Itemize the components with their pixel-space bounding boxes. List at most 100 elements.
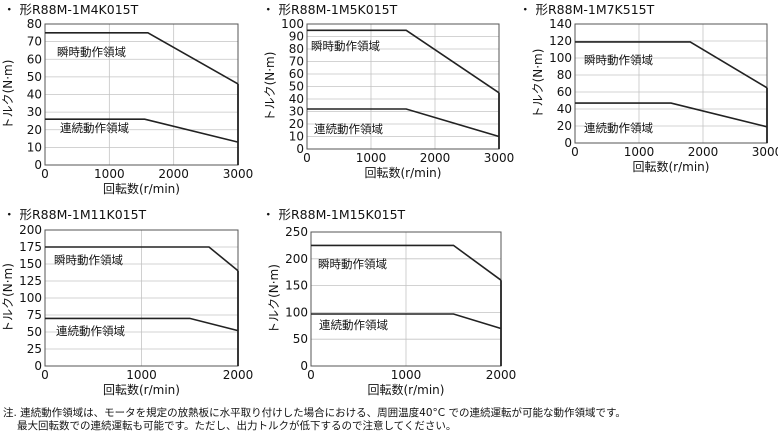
y-tick-label: 0 [296, 142, 304, 156]
x-axis-label: 回転数(r/min) [103, 181, 180, 196]
chart-5: ・ 形R88M-1M15K015T 0 50 100 150 200 250 0 1000 200… [262, 207, 516, 397]
series-line-continuous [575, 102, 768, 128]
x-tick-label: 3000 [223, 167, 254, 181]
continuous-region-label: 連続動作領域 [56, 324, 125, 338]
y-tick-label: 40 [289, 92, 304, 106]
peak-region-label: 瞬時動作領域 [584, 53, 653, 67]
x-tick-label: 1000 [391, 368, 422, 382]
y-tick-label: 60 [27, 52, 42, 66]
chart-title: ・ 形R88M-1M4K015T [3, 2, 139, 17]
y-tick-label: 10 [27, 140, 42, 154]
x-tick-label: 2000 [688, 145, 719, 159]
y-axis-label: トルク(N·m) [1, 263, 15, 333]
continuous-region-label: 連続動作領域 [584, 121, 653, 135]
continuous-region-label: 連続動作領域 [60, 121, 129, 135]
y-tick-label: 40 [27, 88, 42, 102]
y-tick-label: 0 [564, 136, 572, 150]
chart-title: ・ 形R88M-1M15K015T [262, 207, 406, 222]
y-axis-label: トルク(N·m) [531, 49, 545, 119]
y-tick-label: 50 [289, 80, 304, 94]
chart-4: ・ 形R88M-1M11K015T02550751001251501752000… [1, 207, 253, 397]
continuous-region-label: 連続動作領域 [314, 122, 383, 136]
x-tick-label: 3000 [752, 145, 778, 159]
x-tick-label: 2000 [158, 167, 189, 181]
x-tick-label: 0 [303, 151, 311, 165]
y-tick-label: 40 [557, 102, 572, 116]
chart-title: ・ 形R88M-1M5K015T [262, 2, 398, 17]
y-tick-label: 0 [34, 359, 42, 373]
y-tick-label: 150 [285, 279, 308, 293]
y-tick-label: 100 [285, 305, 308, 319]
y-tick-label: 30 [27, 105, 42, 119]
series-line-continuous [307, 108, 500, 138]
y-tick-label: 70 [27, 35, 42, 49]
chart-title: ・ 形R88M-1M11K015T [3, 207, 147, 222]
y-tick-label: 0 [300, 359, 308, 373]
y-tick-label: 60 [289, 67, 304, 81]
series-line-peak [45, 246, 239, 272]
x-tick-label: 1000 [94, 167, 125, 181]
y-tick-label: 120 [549, 34, 572, 48]
y-tick-label: 200 [285, 252, 308, 266]
x-tick-label: 1000 [356, 151, 387, 165]
x-tick-label: 1000 [126, 368, 157, 382]
plot-frame [306, 23, 500, 150]
y-tick-label: 0 [34, 158, 42, 172]
continuous-region-label: 連続動作領域 [319, 318, 388, 332]
peak-region-label: 瞬時動作領域 [311, 39, 380, 53]
x-tick-label: 3000 [484, 151, 515, 165]
chart-3: ・ 形R88M-1M7K515T 0 20 40 60 80 100 120 140 0 1000 2… [519, 2, 778, 174]
y-tick-label: 50 [27, 325, 42, 339]
series-line-peak [307, 29, 500, 94]
series-line-peak [575, 41, 768, 89]
y-tick-label: 125 [19, 274, 42, 288]
x-tick-label: 0 [307, 368, 315, 382]
y-tick-label: 140 [549, 17, 572, 31]
y-tick-label: 100 [19, 291, 42, 305]
chart-title: ・ 形R88M-1M7K515T [519, 2, 655, 17]
y-tick-label: 20 [289, 117, 304, 131]
y-tick-label: 250 [285, 225, 308, 239]
y-tick-label: 75 [27, 308, 42, 322]
footnote-line-2: 最大回転数での連続運転も可能です。ただし、出力トルクが低下するので注意してくださ… [17, 420, 457, 432]
y-tick-label: 50 [293, 332, 308, 346]
x-tick-label: 2000 [486, 368, 517, 382]
footnote-line-1: 注. 連続動作領域は、モータを規定の放熱板に水平取り付けした場合における、周囲温… [3, 407, 626, 419]
y-tick-label: 30 [289, 105, 304, 119]
y-tick-label: 100 [549, 51, 572, 65]
y-tick-label: 175 [19, 240, 42, 254]
y-tick-label: 80 [27, 17, 42, 31]
series-line-continuous [311, 313, 502, 330]
y-axis-label: トルク(N·m) [263, 52, 277, 122]
y-tick-label: 20 [27, 123, 42, 137]
y-tick-label: 25 [27, 342, 42, 356]
y-tick-label: 80 [557, 68, 572, 82]
y-tick-label: 50 [27, 70, 42, 84]
x-axis-label: 回転数(r/min) [365, 165, 442, 180]
plot-frame [574, 23, 768, 144]
x-tick-label: 1000 [624, 145, 655, 159]
y-tick-label: 200 [19, 223, 42, 237]
x-tick-label: 2000 [223, 368, 254, 382]
y-tick-label: 80 [289, 42, 304, 56]
x-axis-label: 回転数(r/min) [368, 382, 445, 397]
x-tick-label: 0 [41, 368, 49, 382]
x-axis-label: 回転数(r/min) [633, 159, 710, 174]
peak-region-label: 瞬時動作領域 [54, 253, 123, 267]
series-line-peak [311, 244, 502, 281]
y-tick-label: 90 [289, 30, 304, 44]
y-tick-label: 20 [557, 119, 572, 133]
y-axis-label: トルク(N·m) [267, 264, 281, 334]
x-tick-label: 2000 [420, 151, 451, 165]
series-line-peak [45, 31, 239, 85]
y-tick-label: 60 [557, 85, 572, 99]
peak-region-label: 瞬時動作領域 [57, 45, 126, 59]
peak-region-label: 瞬時動作領域 [318, 257, 387, 271]
x-axis-label: 回転数(r/min) [103, 382, 180, 397]
y-tick-label: 100 [281, 17, 304, 31]
y-tick-label: 150 [19, 257, 42, 271]
y-tick-label: 10 [289, 130, 304, 144]
x-tick-label: 0 [571, 145, 579, 159]
x-tick-label: 0 [41, 167, 49, 181]
